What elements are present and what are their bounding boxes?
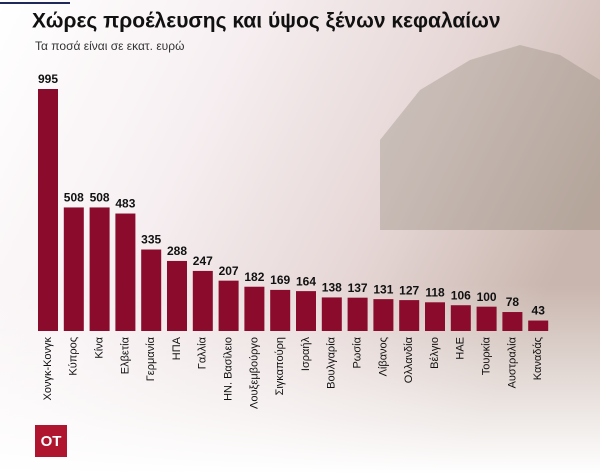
x-tick-label: Ρωσία (352, 336, 364, 368)
value-label: 43 (532, 304, 546, 318)
chart-subtitle: Τα ποσά είναι σε εκατ. ευρώ (35, 39, 184, 53)
value-label: 335 (141, 233, 161, 247)
bar (450, 305, 471, 331)
x-tick-label: ΗΝ. Βασίλειο (223, 337, 235, 401)
value-label: 288 (167, 244, 187, 258)
x-tick-label: Βουλγαρία (326, 336, 338, 389)
value-label: 182 (244, 270, 264, 284)
bar (167, 260, 187, 331)
x-tick-label: Κύπρος (68, 337, 80, 376)
x-tick-label: Τουρκία (481, 336, 493, 375)
x-tick-label: ΗΑΕ (455, 337, 467, 360)
bar (115, 213, 136, 331)
x-tick-label: Αυστραλία (506, 336, 518, 388)
value-label: 995 (38, 72, 58, 86)
x-tick-label: Ελβετία (119, 336, 131, 374)
value-label: 131 (373, 282, 393, 296)
bar (244, 286, 265, 331)
value-label: 508 (90, 191, 110, 205)
value-label: 100 (477, 290, 497, 304)
value-label: 508 (64, 191, 84, 205)
bar (63, 207, 84, 331)
chart-title: Χώρες προέλευσης και ύψος ξένων κεφαλαίω… (32, 10, 501, 33)
bar (192, 270, 213, 331)
x-tick-label: Γερμανία (145, 336, 157, 381)
value-label: 127 (399, 283, 419, 297)
value-label: 247 (193, 254, 213, 268)
logo: ΟΤ (41, 433, 62, 450)
bar (399, 300, 420, 331)
value-label: 78 (506, 295, 520, 309)
x-tick-label: Βέλγιο (429, 337, 441, 369)
bar (347, 297, 368, 331)
bar (296, 291, 316, 331)
value-label: 164 (296, 274, 316, 288)
logo-box (35, 425, 67, 457)
x-tick-label: Καναδάς (532, 337, 544, 380)
bar (528, 320, 549, 331)
x-tick-label: Χονγκ-Κονγκ (42, 337, 54, 401)
bar (425, 302, 445, 331)
x-tick-label: Σιγκαπούρη (274, 337, 286, 395)
value-label: 106 (451, 288, 471, 302)
value-label: 138 (322, 281, 342, 295)
x-tick-label: Ισραήλ (300, 337, 312, 372)
value-label: 483 (115, 197, 135, 211)
bar (321, 297, 342, 331)
x-tick-label: Λίβανος (377, 337, 389, 376)
bar (218, 280, 239, 331)
x-tick-label: Ολλανδία (403, 336, 415, 383)
value-label: 118 (425, 285, 445, 299)
bar (89, 207, 110, 331)
x-tick-label: Γαλλία (197, 336, 209, 369)
value-label: 207 (219, 264, 239, 278)
x-tick-label: Κίνα (94, 336, 106, 358)
bar (373, 299, 394, 331)
bar (141, 249, 162, 331)
value-label: 137 (348, 281, 368, 295)
bar (476, 306, 497, 331)
bar (270, 289, 291, 331)
value-label: 169 (270, 273, 290, 287)
bar (502, 312, 523, 331)
bar (38, 89, 58, 331)
x-tick-label: ΗΠΑ (171, 336, 183, 360)
x-tick-label: Λουξεμβούργο (248, 337, 260, 409)
